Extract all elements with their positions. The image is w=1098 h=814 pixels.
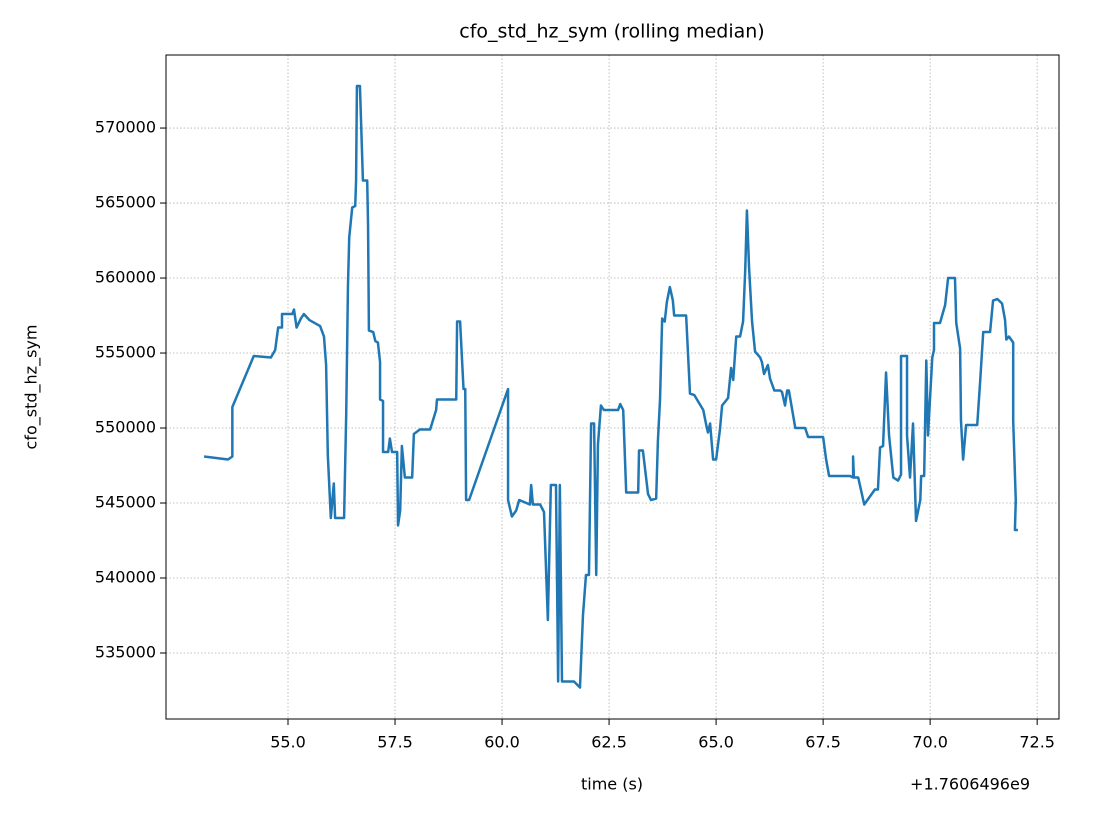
data-line	[203, 84, 1018, 689]
x-tick-label: 55.0	[270, 733, 306, 752]
x-axis-label: time (s)	[581, 775, 643, 794]
plot-frame	[165, 54, 1060, 720]
y-tick-label: 540000	[95, 568, 156, 587]
y-tick-label: 550000	[95, 418, 156, 437]
y-tick-label: 535000	[95, 643, 156, 662]
y-tick-label: 560000	[95, 268, 156, 287]
x-tick-label: 62.5	[591, 733, 627, 752]
x-tick-label: 65.0	[698, 733, 734, 752]
y-axis-label: cfo_std_hz_sym	[22, 325, 42, 450]
x-tick-label: 70.0	[912, 733, 948, 752]
y-tick-label: 545000	[95, 493, 156, 512]
y-tick-label: 565000	[95, 193, 156, 212]
x-offset-label: +1.7606496e9	[910, 775, 1030, 794]
y-tick-label: 570000	[95, 118, 156, 137]
chart-title: cfo_std_hz_sym (rolling median)	[459, 21, 764, 43]
x-tick-label: 72.5	[1019, 733, 1055, 752]
x-tick-label: 57.5	[377, 733, 413, 752]
x-tick-label: 67.5	[805, 733, 841, 752]
x-tick-label: 60.0	[484, 733, 520, 752]
y-tick-label: 555000	[95, 343, 156, 362]
